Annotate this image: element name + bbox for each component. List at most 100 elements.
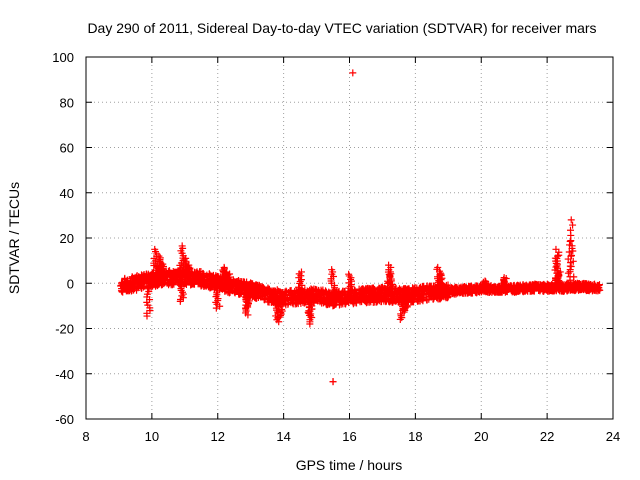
data-point (529, 287, 537, 295)
data-point (355, 288, 363, 296)
data-point (320, 297, 328, 305)
data-point (278, 307, 286, 315)
data-point (126, 282, 134, 290)
data-point (330, 301, 338, 309)
data-point (287, 293, 295, 301)
data-point (249, 290, 257, 298)
data-point (257, 285, 265, 293)
data-point (595, 284, 603, 292)
data-point (172, 276, 180, 284)
axis-ticks: 8 10 12 14 16 18 20 22 24 -60 -40 -20 0 20 40 60 80 100 (52, 50, 620, 444)
data-point (358, 298, 366, 306)
data-point (280, 290, 288, 298)
data-point (142, 270, 150, 278)
data-point (266, 291, 274, 299)
data-point (222, 269, 230, 277)
data-point (287, 287, 295, 295)
x-tick-label: 16 (342, 429, 356, 444)
x-axis-label: GPS time / hours (296, 457, 403, 473)
data-point (163, 275, 171, 283)
data-point (212, 304, 220, 312)
data-point (445, 284, 453, 292)
data-point (548, 287, 556, 295)
data-point (493, 287, 501, 295)
data-point (276, 293, 284, 301)
data-point (434, 263, 442, 271)
data-point (255, 292, 263, 300)
data-point (220, 263, 228, 271)
data-point (207, 275, 215, 283)
data-point (254, 287, 262, 295)
data-point (134, 279, 142, 287)
y-tick-label: 60 (60, 141, 74, 156)
data-point (434, 295, 442, 303)
data-point (277, 312, 285, 320)
data-point (539, 284, 547, 292)
data-point (569, 221, 577, 229)
data-point (423, 286, 431, 294)
data-point (420, 290, 428, 298)
data-point (567, 226, 575, 234)
data-point (482, 278, 490, 286)
data-point (234, 280, 242, 288)
data-point (410, 285, 418, 293)
data-point (289, 300, 297, 308)
data-point (353, 294, 361, 302)
data-point (376, 285, 384, 293)
data-point (366, 296, 374, 304)
data-point (364, 289, 372, 297)
x-tick-label: 20 (474, 429, 488, 444)
data-point (385, 261, 393, 269)
data-point (122, 279, 130, 287)
x-tick-label: 14 (276, 429, 290, 444)
x-tick-label: 10 (145, 429, 159, 444)
data-point (293, 299, 301, 307)
data-point (430, 291, 438, 299)
y-tick-label: -20 (55, 322, 74, 337)
data-point (276, 299, 284, 307)
y-tick-label: 20 (60, 231, 74, 246)
y-tick-label: 40 (60, 186, 74, 201)
data-point (583, 280, 591, 288)
data-point (562, 284, 570, 292)
data-point (328, 266, 336, 274)
data-point (196, 280, 204, 288)
data-point (486, 288, 494, 296)
data-point (452, 285, 460, 293)
data-point (155, 252, 163, 260)
data-point (188, 278, 196, 286)
data-point (307, 285, 315, 293)
x-tick-label: 12 (211, 429, 225, 444)
data-point (297, 268, 305, 276)
data-point (564, 269, 572, 277)
data-point (306, 300, 314, 308)
data-point (252, 281, 260, 289)
data-point (244, 311, 252, 319)
data-point (576, 281, 584, 289)
data-point (225, 288, 233, 296)
data-point (230, 281, 238, 289)
data-point (487, 284, 495, 292)
data-point (200, 271, 208, 279)
data-point (345, 270, 353, 278)
data-point (481, 277, 489, 285)
data-point (202, 281, 210, 289)
data-point (370, 284, 378, 292)
data-point (143, 312, 151, 320)
data-point (565, 248, 573, 256)
data-point (472, 282, 480, 290)
data-point (128, 273, 136, 281)
data-point (553, 269, 561, 277)
data-point (157, 259, 165, 267)
x-tick-label: 18 (408, 429, 422, 444)
y-tick-label: 80 (60, 95, 74, 110)
data-point (529, 281, 537, 289)
data-point (349, 69, 357, 77)
data-point (536, 283, 544, 291)
data-point (180, 256, 188, 264)
data-point (359, 293, 367, 301)
data-point (345, 299, 353, 307)
data-point (167, 269, 175, 277)
